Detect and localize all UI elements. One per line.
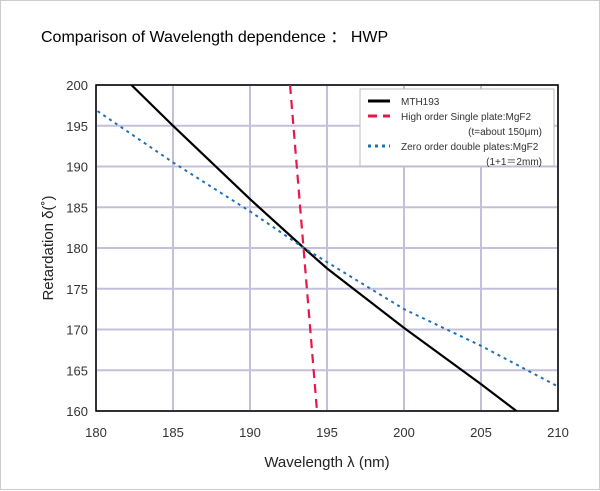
x-tick-label: 205 [470,425,492,440]
y-axis-label: Retardation δ(˚) [40,195,57,300]
legend-label: MTH193 [401,97,440,108]
chart-title: Comparison of Wavelength dependence ： HW… [41,29,389,46]
x-tick-label: 195 [316,425,338,440]
y-tick-label: 190 [66,160,88,175]
plot-border [95,84,559,412]
y-tick-label: 185 [66,200,88,215]
legend-sublabel: (t=about 150μm) [468,127,542,138]
y-tick-label: 195 [66,119,88,134]
legend-label: High order Single plate:MgF2 [401,112,532,123]
x-tick-label: 180 [85,425,107,440]
x-tick-label: 185 [162,425,184,440]
y-tick-label: 200 [66,78,88,93]
y-tick-label: 160 [66,404,88,419]
y-tick-label: 175 [66,282,88,297]
y-tick-label: 165 [66,363,88,378]
legend-label: Zero order double plates:MgF2 [401,142,539,153]
x-axis-label: Wavelength λ (nm) [264,454,389,471]
series-line [96,110,558,388]
y-tick-label: 170 [66,323,88,338]
legend-box [359,88,555,167]
x-tick-label: 210 [547,425,569,440]
x-tick-label: 200 [393,425,415,440]
x-tick-label: 190 [239,425,261,440]
legend-sublabel: (1+1＝2mm) [486,157,542,168]
y-tick-label: 180 [66,241,88,256]
series-line [288,85,319,411]
series-line [130,85,518,411]
